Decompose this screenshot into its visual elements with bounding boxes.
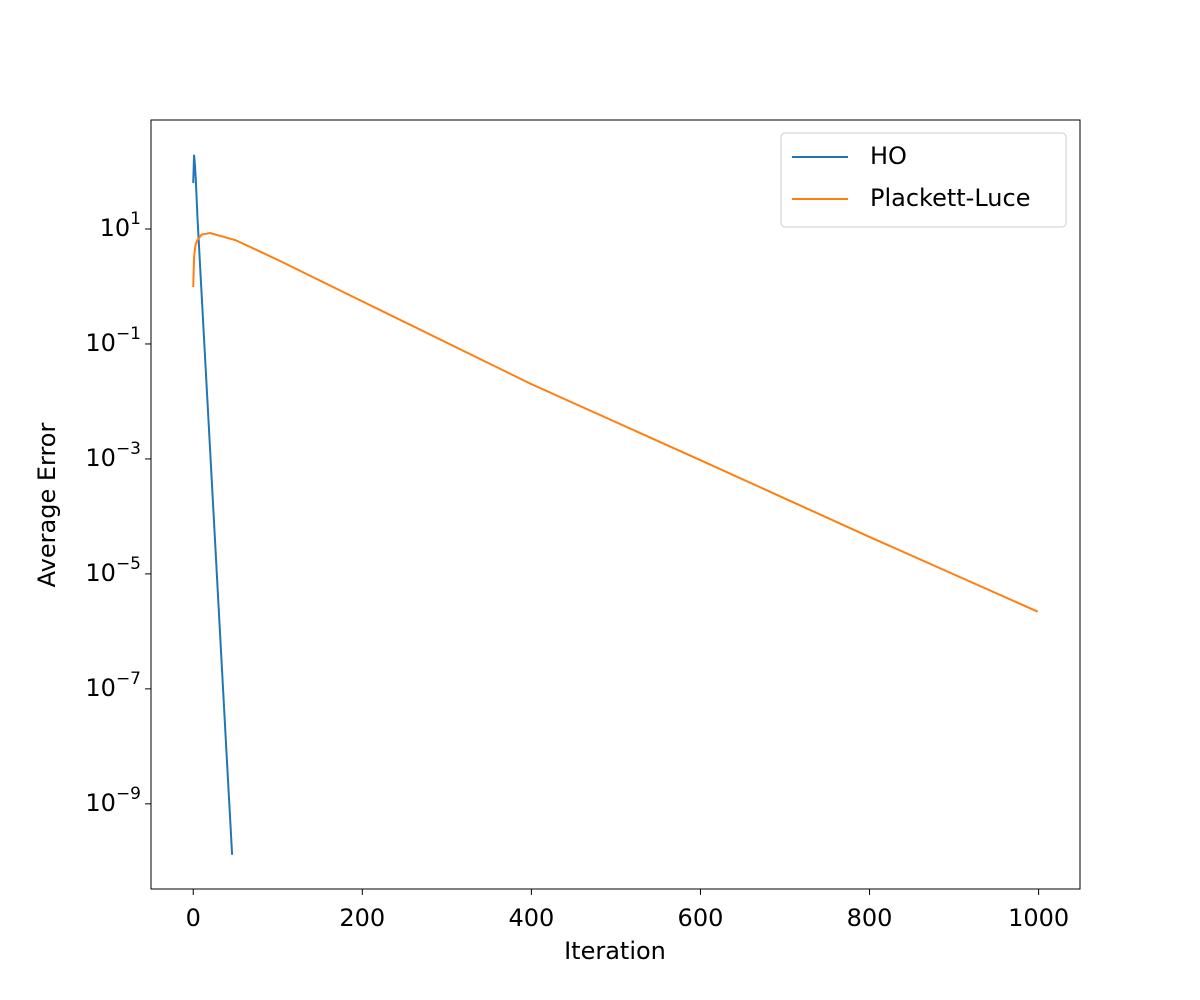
- y-tick-label: 10−5: [85, 554, 141, 587]
- legend-box: [780, 132, 1067, 228]
- x-tick-label: 0: [186, 904, 201, 932]
- x-tick-label: 600: [678, 904, 724, 932]
- y-tick-label: 10−9: [85, 784, 141, 817]
- y-tick-label: 10−7: [85, 669, 141, 702]
- legend-label: Plackett-Luce: [870, 184, 1030, 212]
- x-tick-label: 800: [847, 904, 893, 932]
- y-tick-label: 101: [100, 209, 141, 242]
- x-tick-label: 200: [339, 904, 385, 932]
- series-line: [192, 154, 234, 855]
- legend-label: HO: [870, 142, 907, 170]
- y-tick-label: 10−3: [85, 439, 141, 472]
- x-tick-label: 400: [508, 904, 554, 932]
- x-tick-label: 1000: [1008, 904, 1069, 932]
- plot-frame: [150, 119, 1081, 890]
- y-tick-label: 10−1: [85, 324, 141, 357]
- x-axis-label: Iteration: [564, 937, 666, 965]
- series-line: [192, 232, 1039, 613]
- y-axis-label: Average Error: [33, 423, 61, 588]
